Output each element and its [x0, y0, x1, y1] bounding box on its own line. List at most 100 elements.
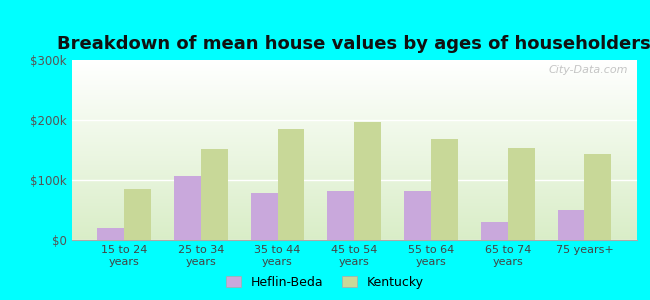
Bar — [72, 182, 637, 183]
Bar — [72, 109, 637, 110]
Bar — [72, 226, 637, 227]
Bar — [72, 62, 637, 63]
Bar — [72, 211, 637, 212]
Bar — [72, 219, 637, 220]
Bar — [251, 193, 278, 240]
Title: Breakdown of mean house values by ages of householders: Breakdown of mean house values by ages o… — [57, 35, 650, 53]
Bar — [72, 174, 637, 175]
Bar — [72, 210, 637, 211]
Bar — [72, 75, 637, 76]
Bar — [72, 199, 637, 200]
Bar — [72, 130, 637, 131]
Bar — [72, 159, 637, 160]
Bar — [72, 233, 637, 234]
Bar — [72, 63, 637, 64]
Bar — [72, 209, 637, 210]
Bar — [72, 138, 637, 139]
Bar — [72, 93, 637, 94]
Bar — [328, 191, 354, 240]
Bar — [72, 113, 637, 114]
Bar — [72, 61, 637, 62]
Bar — [72, 98, 637, 99]
Bar — [72, 156, 637, 157]
Bar — [72, 89, 637, 90]
Bar — [72, 114, 637, 115]
Bar — [72, 180, 637, 181]
Bar — [72, 121, 637, 122]
Bar — [278, 129, 304, 240]
Bar — [72, 104, 637, 105]
Bar — [72, 131, 637, 132]
Bar — [72, 88, 637, 89]
Bar — [174, 176, 201, 240]
Bar — [72, 213, 637, 214]
Bar — [72, 192, 637, 193]
Bar — [72, 145, 637, 146]
Bar — [72, 118, 637, 119]
Bar — [72, 187, 637, 188]
Bar — [72, 136, 637, 137]
Bar — [72, 134, 637, 135]
Bar — [72, 140, 637, 141]
Bar — [72, 221, 637, 222]
Bar — [72, 150, 637, 151]
Bar — [72, 154, 637, 155]
Bar — [72, 92, 637, 93]
Bar — [72, 222, 637, 223]
Bar — [72, 202, 637, 203]
Bar — [72, 169, 637, 170]
Bar — [72, 214, 637, 215]
Bar — [72, 157, 637, 158]
Bar — [72, 105, 637, 106]
Bar — [72, 87, 637, 88]
Bar — [72, 97, 637, 98]
Bar — [72, 195, 637, 196]
Bar — [72, 80, 637, 81]
Bar — [72, 168, 637, 169]
Bar — [72, 238, 637, 239]
Bar — [72, 163, 637, 164]
Bar — [72, 220, 637, 221]
Bar — [72, 141, 637, 142]
Bar — [72, 148, 637, 149]
Bar — [72, 173, 637, 174]
Bar — [72, 132, 637, 133]
Bar — [72, 95, 637, 96]
Bar — [72, 120, 637, 121]
Bar — [72, 94, 637, 95]
Bar — [72, 101, 637, 102]
Bar — [72, 170, 637, 171]
Bar — [558, 210, 584, 240]
Bar — [72, 119, 637, 120]
Bar — [72, 207, 637, 208]
Bar — [354, 122, 381, 240]
Bar — [72, 100, 637, 101]
Bar — [72, 149, 637, 150]
Bar — [72, 78, 637, 79]
Bar — [72, 147, 637, 148]
Bar — [72, 111, 637, 112]
Bar — [72, 90, 637, 91]
Bar — [72, 227, 637, 228]
Bar — [72, 200, 637, 201]
Bar — [201, 149, 227, 240]
Bar — [72, 232, 637, 233]
Bar — [72, 125, 637, 126]
Bar — [72, 215, 637, 216]
Text: City-Data.com: City-Data.com — [549, 65, 629, 75]
Bar — [72, 181, 637, 182]
Bar — [72, 143, 637, 144]
Bar — [72, 151, 637, 152]
Bar — [72, 178, 637, 179]
Bar — [72, 102, 637, 103]
Bar — [72, 155, 637, 156]
Bar — [72, 167, 637, 168]
Bar — [72, 137, 637, 138]
Bar — [72, 69, 637, 70]
Bar — [72, 73, 637, 74]
Bar — [72, 231, 637, 232]
Bar — [72, 171, 637, 172]
Bar — [72, 129, 637, 130]
Bar — [72, 184, 637, 185]
Bar — [72, 82, 637, 83]
